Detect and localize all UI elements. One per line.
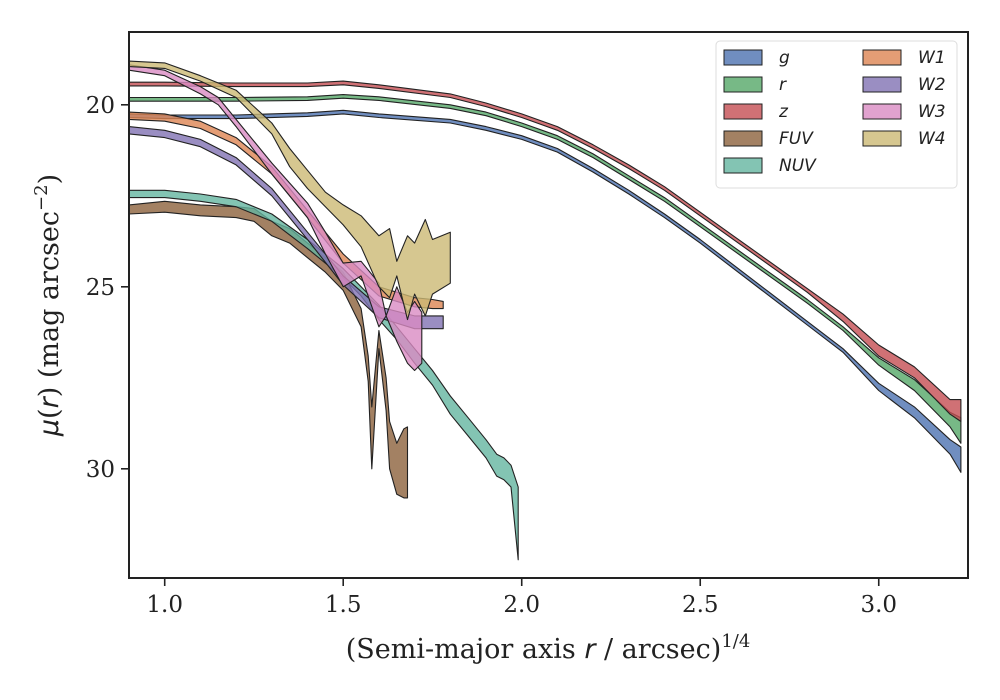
legend-swatch-w1 [862,49,902,66]
legend-label-w1: W1 [918,48,946,68]
axis-ticks: 1.0 1.5 2.0 2.5 3.0 20 25 30 [86,93,897,618]
legend-label-fuv: FUV [779,129,814,149]
x-tick-label: 1.0 [146,592,183,618]
x-axis-label: (Semi-major axis r / arcsec)1/4 [346,631,751,665]
legend-label-nuv: NUV [779,156,817,176]
legend-label-w3: W3 [918,102,946,122]
band-g [128,109,962,473]
legend-swatch-w2 [862,76,902,93]
legend-swatch-w4 [862,130,902,147]
legend-label-z: z [778,102,789,122]
profile-bands [128,60,962,561]
legend-swatch-z [723,103,763,120]
legend-swatch-w3 [862,103,902,120]
plot-frame [128,31,969,579]
x-tick-label: 2.5 [682,592,719,618]
legend-swatch-nuv [723,157,763,174]
legend-label-w2: W2 [918,75,946,95]
band-w4 [128,60,451,321]
y-tick-label: 20 [86,93,115,119]
x-tick-label: 2.0 [503,592,540,618]
legend-swatch-r [723,76,763,93]
x-tick-label: 3.0 [860,592,897,618]
y-tick-label: 30 [86,457,115,483]
band-w2 [128,126,444,330]
legend: grz FUV NUV W1 W2 W3 W4 [715,40,958,189]
band-z [128,80,962,423]
legend-label-g: g [779,48,790,68]
x-tick-label: 1.5 [325,592,362,618]
band-r [128,94,962,444]
legend-label-w4: W4 [918,129,946,149]
band-w3 [128,64,423,372]
y-axis-label: μ(r) (mag arcsec−2) [31,174,65,437]
legend-label-r: r [779,75,787,95]
legend-swatch-g [723,49,763,66]
y-tick-label: 25 [86,275,115,301]
legend-swatch-fuv [723,130,763,147]
